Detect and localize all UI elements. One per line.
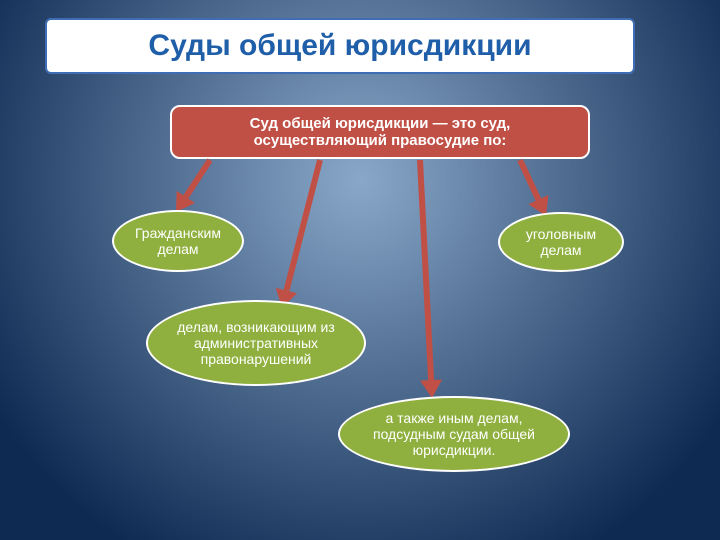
arrow-4-shaft (520, 160, 538, 200)
arrow-3-head (420, 379, 442, 398)
slide: Суды общей юрисдикцииСуд общей юрисдикци… (0, 0, 720, 540)
arrow-2-shaft (286, 160, 320, 291)
node-civil: Гражданским делам (112, 210, 244, 272)
arrows-layer (0, 0, 720, 540)
node-admin: делам, возникающим из административных п… (146, 300, 366, 386)
node-other: а также иным делам, подсудным судам обще… (338, 396, 570, 472)
arrow-3-shaft (420, 160, 431, 380)
arrow-1-shaft (186, 160, 210, 197)
node-criminal: уголовным делам (498, 212, 624, 272)
